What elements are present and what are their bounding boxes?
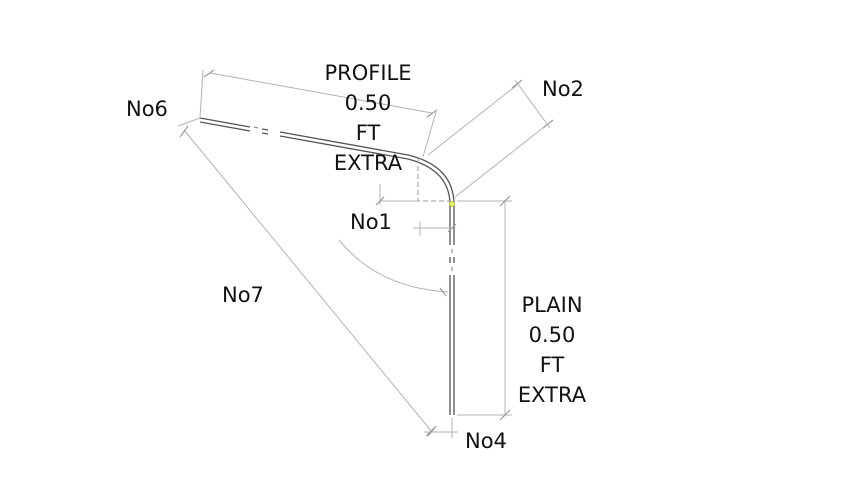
- plain-line-4: EXTRA: [517, 383, 587, 407]
- profile-line-2: 0.50: [344, 91, 392, 115]
- dimension-no1: [375, 184, 457, 236]
- label-no1: No1: [350, 210, 392, 234]
- dimension-profile: [199, 69, 438, 158]
- angle-arc: [338, 239, 449, 293]
- plain-line-2: 0.50: [528, 323, 576, 347]
- label-no6: No6: [126, 97, 168, 121]
- label-no7: No7: [222, 283, 264, 307]
- bar-bend: [407, 154, 455, 206]
- plain-line-3: FT: [539, 353, 565, 377]
- bar-vertical-leg: [449, 205, 455, 415]
- label-no2: No2: [542, 77, 584, 101]
- profile-line-1: PROFILE: [324, 61, 412, 85]
- bend-point-marker: [449, 201, 455, 207]
- dimension-plain: [457, 195, 512, 421]
- label-no4: No4: [465, 429, 507, 453]
- label-profile-extra: PROFILE 0.50 FT EXTRA: [308, 58, 428, 178]
- profile-line-3: FT: [355, 121, 381, 145]
- plain-line-1: PLAIN: [521, 293, 583, 317]
- profile-line-4: EXTRA: [333, 151, 403, 175]
- bar-inclined-leg: [199, 117, 409, 160]
- dimension-no7: [177, 117, 437, 437]
- bent-bar: [199, 117, 455, 415]
- dimension-no2: [427, 79, 554, 198]
- label-plain-extra: PLAIN 0.50 FT EXTRA: [492, 290, 612, 410]
